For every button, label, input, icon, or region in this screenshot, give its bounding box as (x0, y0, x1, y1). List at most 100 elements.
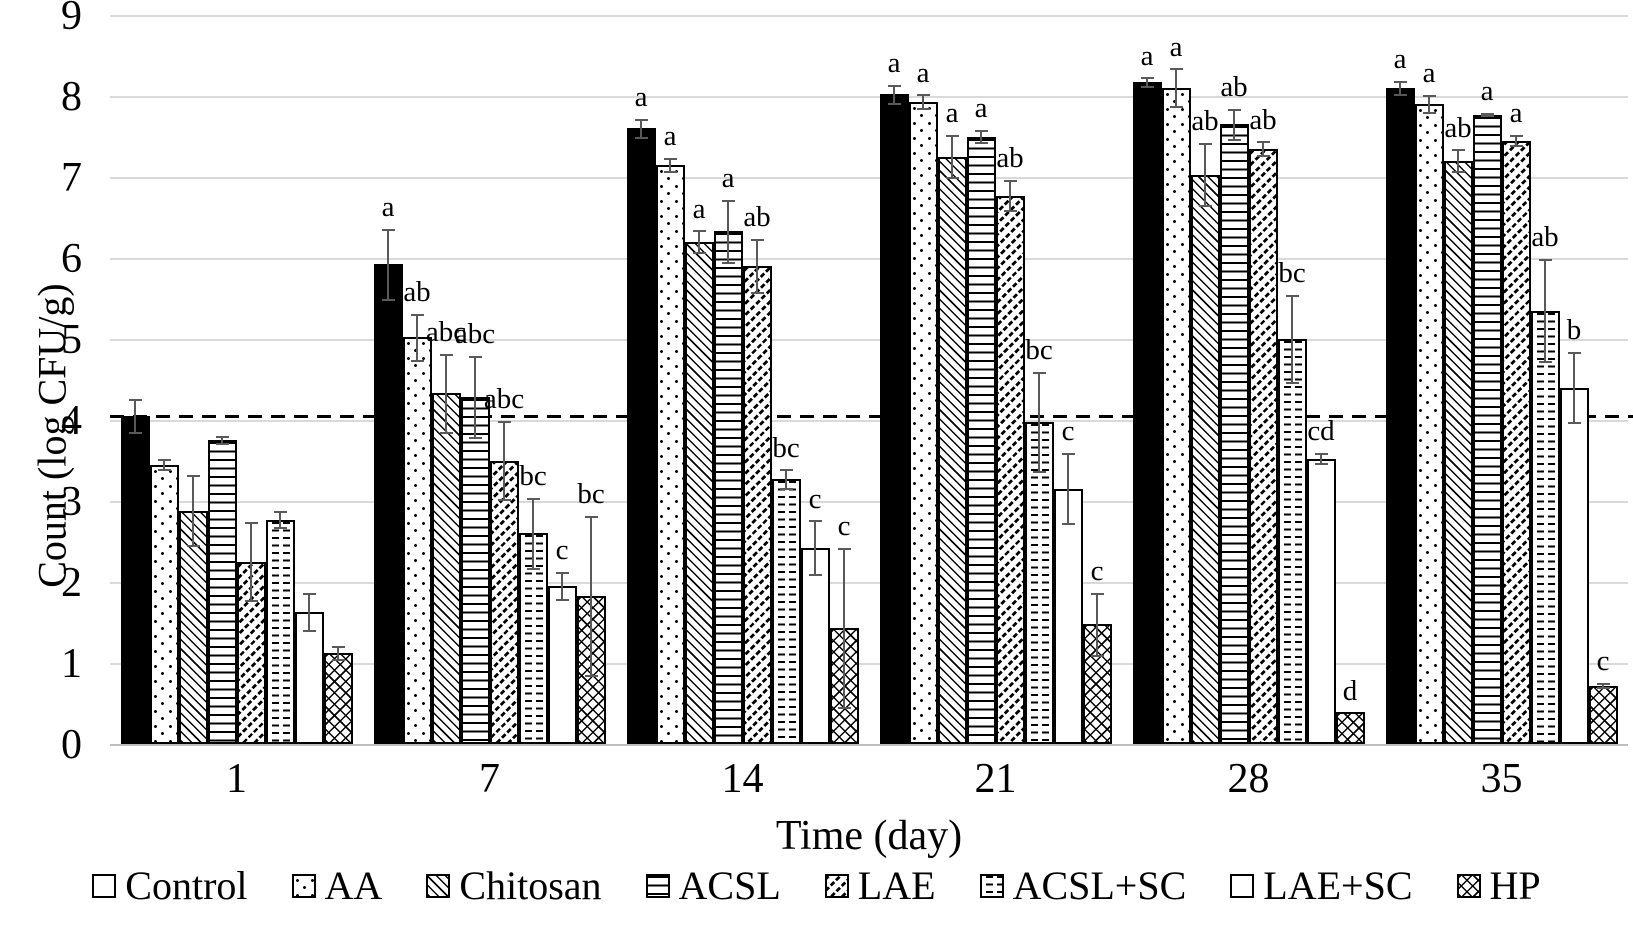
bar-slot: a (937, 98, 967, 744)
significance-letter: a (634, 80, 648, 113)
significance-letter: bc (519, 459, 547, 492)
gridline (110, 177, 1628, 179)
bar-slot: ab (1443, 113, 1473, 744)
significance-letter: a (1140, 39, 1154, 72)
bar-slot: a (908, 58, 938, 744)
legend-label: ACSL+SC (1012, 863, 1187, 908)
error-bar (1567, 351, 1581, 425)
bar-slot: ab (1219, 72, 1249, 744)
significance-letter: abc (454, 318, 496, 351)
significance-letter: a (1480, 75, 1494, 108)
error-bar (750, 238, 764, 295)
bar-slot (120, 398, 150, 744)
significance-letter: ab (1249, 103, 1277, 136)
bar-slot: ab (1248, 105, 1278, 744)
bar-slot (323, 646, 353, 744)
bar-slot: a (713, 163, 743, 744)
bar-groups: a ab abc abc abc bc c bc a a a a ab bc c c a a a a ab bc c c a a a… (110, 15, 1628, 744)
y-axis-ticks: 0 1 2 3 4 5 6 7 8 9 (0, 0, 96, 768)
legend-item-acsl-sc: ACSL+SC (979, 863, 1187, 908)
bar-slot (178, 475, 208, 744)
gridline (110, 339, 1628, 341)
error-bar (439, 353, 453, 434)
bar-slot: bc (518, 461, 548, 744)
bar-slot: ab (1530, 222, 1560, 744)
bar-slot: cd (1306, 416, 1336, 744)
bar-slot: a (1132, 41, 1162, 744)
bar-lae-day-7 (489, 460, 519, 744)
error-bar (381, 228, 395, 301)
solid-pattern-swatch-icon (92, 874, 117, 898)
error-bar (1032, 372, 1046, 474)
significance-letter: c (808, 482, 822, 515)
significance-letter: c (1596, 645, 1610, 678)
error-bar (273, 510, 287, 530)
significance-letter: ab (403, 276, 431, 309)
y-tick-label: 7 (61, 155, 82, 201)
bar-group-day-7: a ab abc abc abc bc c bc (363, 15, 616, 744)
bar-acsl-day-14 (713, 231, 743, 744)
bar-slot (149, 458, 179, 744)
bar-control-day-7 (373, 264, 403, 744)
bar-slot: a (1161, 32, 1191, 744)
y-tick-label: 8 (61, 74, 82, 120)
significance-letter: a (916, 56, 930, 89)
bar-acsl-day-21 (966, 136, 996, 744)
significance-letter: a (381, 191, 395, 224)
hlines-pattern-swatch-icon (645, 874, 670, 898)
error-bar (555, 572, 569, 601)
bar-hp-day-21 (1082, 624, 1112, 744)
error-bar (128, 398, 142, 434)
legend-item-acsl: ACSL (645, 864, 781, 908)
error-bar (497, 420, 511, 501)
plain-pattern-swatch-icon (1230, 874, 1255, 898)
error-bar (1596, 683, 1610, 689)
significance-letter: ab (1444, 111, 1472, 144)
significance-letter: ab (1531, 221, 1559, 253)
y-tick-label: 0 (61, 722, 82, 768)
error-bar (526, 497, 540, 570)
dashed-reference-line (110, 414, 1633, 418)
error-bar (468, 356, 482, 440)
significance-letter: bc (772, 431, 800, 464)
bar-lae-sc-day-28 (1306, 458, 1336, 744)
error-bar (887, 84, 901, 105)
legend-item-lae: LAE (824, 863, 936, 908)
bar-group-day-28: a a ab ab ab bc cd d (1122, 15, 1375, 744)
bar-acsl-sc-day-1 (265, 519, 295, 744)
diag-up-dash-pattern-swatch-icon (824, 874, 849, 898)
significance-letter: a (945, 97, 959, 130)
significance-letter: a (887, 46, 901, 79)
bar-lae-sc-day-21 (1053, 488, 1083, 744)
gridline (110, 501, 1628, 503)
significance-letter: a (1422, 57, 1436, 90)
significance-letter: ab (1220, 71, 1248, 104)
error-bar (1169, 68, 1183, 109)
significance-letter: b (1566, 314, 1582, 347)
significance-letter: a (692, 192, 706, 225)
bar-slot (236, 522, 266, 744)
bar-aa-day-21 (908, 101, 938, 744)
significance-letter: a (974, 92, 988, 125)
significance-letter: a (663, 119, 677, 152)
significance-letter: abc (425, 315, 467, 348)
bar-slot (294, 592, 324, 744)
bar-group-day-21: a a a a ab bc c c (869, 15, 1122, 744)
bar-lae-sc-day-35 (1559, 387, 1589, 744)
error-bar (1003, 180, 1017, 212)
x-axis-title: Time (day) (775, 813, 963, 859)
bar-slot: abc (455, 319, 495, 744)
error-bar (410, 313, 424, 362)
bar-lae-sc-day-1 (294, 611, 324, 744)
bar-aa-day-35 (1414, 104, 1444, 744)
bar-acsl-day-7 (460, 397, 490, 744)
error-bar (215, 436, 229, 446)
legend-label: LAE (857, 863, 936, 908)
bar-slot: ab (742, 202, 772, 744)
bar-slot: a (655, 121, 685, 744)
bar-aa-day-7 (402, 337, 432, 744)
error-bar (1198, 142, 1212, 207)
diag-down-pattern-swatch-icon (426, 874, 451, 898)
bar-chitosan-day-14 (684, 241, 714, 744)
x-axis-labels: 1 7 14 21 28 35 (110, 756, 1628, 802)
